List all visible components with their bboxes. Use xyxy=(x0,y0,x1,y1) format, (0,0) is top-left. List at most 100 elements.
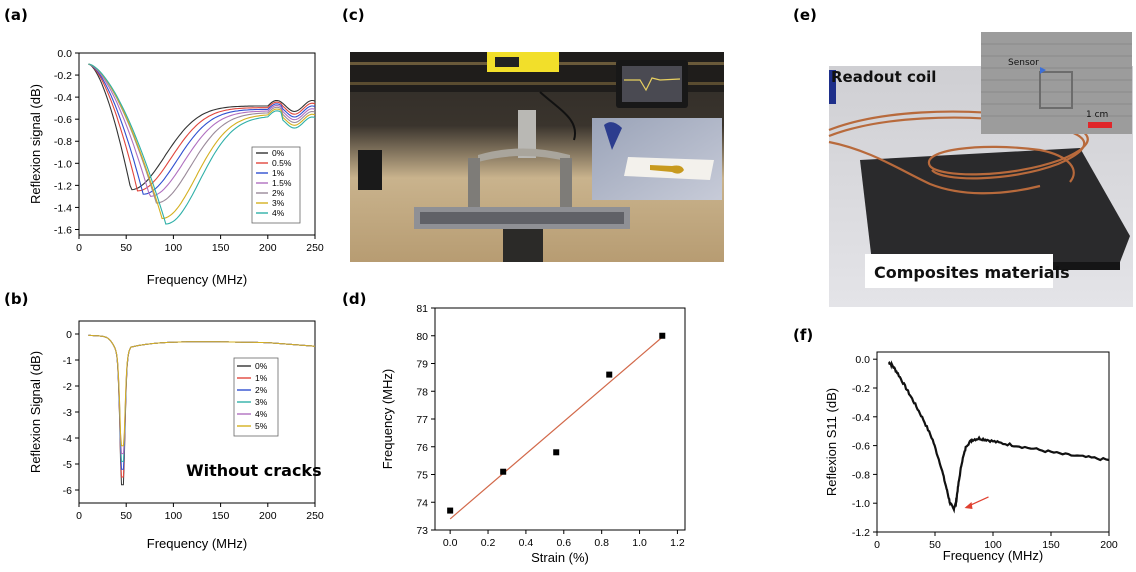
series-line-1.5% xyxy=(88,63,316,198)
x-tick-label: 0.4 xyxy=(519,537,534,549)
legend-label: 0.5% xyxy=(272,158,292,168)
series-line-1% xyxy=(88,63,316,195)
plot-frame xyxy=(434,307,686,531)
scale-bar-label: 1 cm xyxy=(1086,110,1108,120)
legend-label: 2% xyxy=(255,385,268,395)
data-point xyxy=(606,371,613,378)
y-tick-label: -1 xyxy=(63,355,72,367)
legend-label: 3% xyxy=(255,397,268,407)
legend-label: 4% xyxy=(255,409,268,419)
x-tick-label: 200 xyxy=(1100,539,1118,551)
x-tick-label: 0.8 xyxy=(594,537,609,549)
series-line-0.5% xyxy=(88,63,316,192)
legend-label: 1.5% xyxy=(272,178,292,188)
x-axis-label: Frequency (MHz) xyxy=(147,272,247,287)
y-tick-label: -0.4 xyxy=(852,412,870,424)
y-tick-label: -1.0 xyxy=(852,498,870,510)
series-line-4% xyxy=(88,63,316,225)
series-line-3% xyxy=(88,63,316,220)
x-tick-label: 0 xyxy=(76,242,82,254)
y-tick-label: -0.6 xyxy=(54,114,72,126)
legend-label: 0% xyxy=(272,148,285,158)
y-axis-label: Reflexion S11 (dB) xyxy=(824,388,839,496)
panel-label-b: (b) xyxy=(4,290,28,308)
series-line-1% xyxy=(88,334,315,478)
panel-label-d: (d) xyxy=(342,290,366,308)
y-tick-label: -1.2 xyxy=(852,527,870,539)
y-axis-label: Frequency (MHz) xyxy=(380,369,395,469)
x-tick-label: 50 xyxy=(120,242,132,254)
inset-xray-photo xyxy=(981,32,1132,134)
x-tick-label: 150 xyxy=(212,242,230,254)
legend-label: 0% xyxy=(255,361,268,371)
y-tick-label: -4 xyxy=(63,433,72,445)
y-tick-label: -1.4 xyxy=(54,202,72,214)
y-tick-label: -0.6 xyxy=(852,441,870,453)
x-tick-label: 100 xyxy=(165,242,183,254)
y-tick-label: -0.8 xyxy=(852,469,870,481)
x-tick-label: 250 xyxy=(306,242,324,254)
x-tick-label: 100 xyxy=(165,510,183,522)
y-tick-label: 74 xyxy=(416,497,428,509)
y-tick-label: 75 xyxy=(416,470,428,482)
legend-label: 5% xyxy=(255,421,268,431)
y-tick-label: -0.2 xyxy=(54,70,72,82)
legend-label: 1% xyxy=(272,168,285,178)
y-tick-label: 0.0 xyxy=(855,354,870,366)
y-tick-label: -0.2 xyxy=(852,383,870,395)
y-tick-label: -3 xyxy=(63,407,72,419)
y-tick-label: 73 xyxy=(416,525,428,537)
minimum-arrow-head xyxy=(964,501,973,509)
photo-tensile-rig xyxy=(350,52,724,262)
legend-label: 2% xyxy=(272,188,285,198)
x-tick-label: 1.0 xyxy=(632,537,647,549)
y-tick-label: 0 xyxy=(66,329,72,341)
chart-f: 0 50 100 150 200 0.0 -0.2 -0.4 -0.6 -0.8 -1.0 -1.2 F… xyxy=(824,351,1118,563)
composites-materials-label: Composites materials xyxy=(874,263,1070,282)
y-tick-label: -0.4 xyxy=(54,92,72,104)
x-tick-label: 200 xyxy=(259,242,277,254)
x-tick-label: 150 xyxy=(212,510,230,522)
plot-frame xyxy=(78,52,316,236)
sensor-label: Sensor xyxy=(1008,58,1039,68)
y-tick-label: 78 xyxy=(416,386,428,398)
series-line-2% xyxy=(88,334,315,470)
y-tick-label: 77 xyxy=(416,414,428,426)
legend-label: 4% xyxy=(272,208,285,218)
y-tick-label: -1.2 xyxy=(54,180,72,192)
chart-a: 0 50 100 150 200 250 0.0 -0.2 -0.4 -0.6 -0.8 -1.0 -1… xyxy=(28,48,324,287)
x-axis-label: Frequency (MHz) xyxy=(943,548,1043,563)
chart-d: 0.0 0.2 0.4 0.6 0.8 1.0 1.2 73 74 75 76 77 78 79 80 81 S… xyxy=(380,303,686,565)
y-tick-label: -1.0 xyxy=(54,158,72,170)
x-tick-label: 1.2 xyxy=(670,537,685,549)
x-axis-label: Frequency (MHz) xyxy=(147,536,247,551)
series-line-0% xyxy=(88,63,316,191)
x-tick-label: 0.2 xyxy=(481,537,496,549)
y-tick-label: 0.0 xyxy=(57,48,72,60)
composite-plate xyxy=(860,148,1130,262)
x-tick-label: 150 xyxy=(1042,539,1060,551)
panel-label-e: (e) xyxy=(793,6,817,24)
legend-label: 3% xyxy=(272,198,285,208)
panel-label-c: (c) xyxy=(342,6,365,24)
y-tick-label: -0.8 xyxy=(54,136,72,148)
y-tick-label: -2 xyxy=(63,381,72,393)
x-tick-label: 0 xyxy=(76,510,82,522)
data-point xyxy=(447,507,454,514)
y-tick-label: -1.6 xyxy=(54,224,72,236)
annotation-without-cracks: Without cracks xyxy=(186,461,322,480)
y-tick-label: 80 xyxy=(416,331,428,343)
series-line-5% xyxy=(88,334,315,447)
x-tick-label: 50 xyxy=(120,510,132,522)
scale-bar xyxy=(1088,122,1112,128)
series-line-3% xyxy=(88,334,315,462)
series-line xyxy=(887,360,1110,514)
x-tick-label: 0.6 xyxy=(556,537,571,549)
x-tick-label: 0 xyxy=(874,539,880,551)
y-tick-label: -5 xyxy=(63,459,72,471)
panel-label-a: (a) xyxy=(4,6,28,24)
readout-coil-label: Readout coil xyxy=(831,68,936,86)
legend-box xyxy=(251,146,301,224)
series-line-4% xyxy=(88,334,315,455)
x-tick-label: 0.0 xyxy=(443,537,458,549)
